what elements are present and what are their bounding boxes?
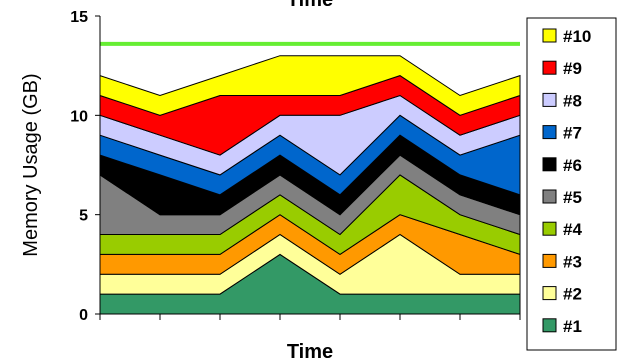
- legend-label: #4: [563, 220, 582, 239]
- legend-swatch: [542, 125, 557, 140]
- y-tick-label: 15: [70, 9, 88, 26]
- legend-label: #9: [563, 59, 582, 78]
- legend-swatch: [542, 60, 557, 75]
- area-series-10: [99, 55, 521, 116]
- y-tick-label: 5: [79, 208, 88, 225]
- legend-label: #6: [563, 156, 582, 175]
- chart-title: Time: [287, 0, 333, 11]
- legend-swatch: [542, 286, 557, 301]
- y-tick-label: 0: [79, 307, 88, 324]
- legend-swatch: [542, 318, 557, 333]
- legend-swatch: [542, 92, 557, 107]
- y-tick-label: 10: [70, 108, 88, 125]
- legend-label: #5: [563, 188, 582, 207]
- legend-label: #7: [563, 124, 582, 143]
- legend: #10 #9 #8 #7 #6 #5 #4 #3 #2 #1: [526, 17, 617, 351]
- area-layer: [99, 55, 521, 315]
- legend-swatch: [542, 157, 557, 172]
- legend-swatch: [542, 189, 557, 204]
- legend-label: #10: [563, 27, 591, 46]
- x-axis-title: Time: [287, 341, 333, 361]
- legend-label: #2: [563, 285, 582, 304]
- chart-title-text: Time: [287, 0, 333, 11]
- legend-label: #1: [563, 317, 582, 336]
- legend-swatch: [542, 253, 557, 268]
- legend-swatch: [542, 221, 557, 236]
- legend-label: #3: [563, 252, 582, 271]
- y-axis-title: Memory Usage (GB): [20, 73, 42, 256]
- axes-layer: [95, 15, 521, 320]
- legend-swatch: [542, 28, 557, 43]
- y-tick-labels: 0 5 10 15: [70, 9, 88, 324]
- legend-label: #8: [563, 91, 582, 110]
- legend-box: [526, 17, 617, 351]
